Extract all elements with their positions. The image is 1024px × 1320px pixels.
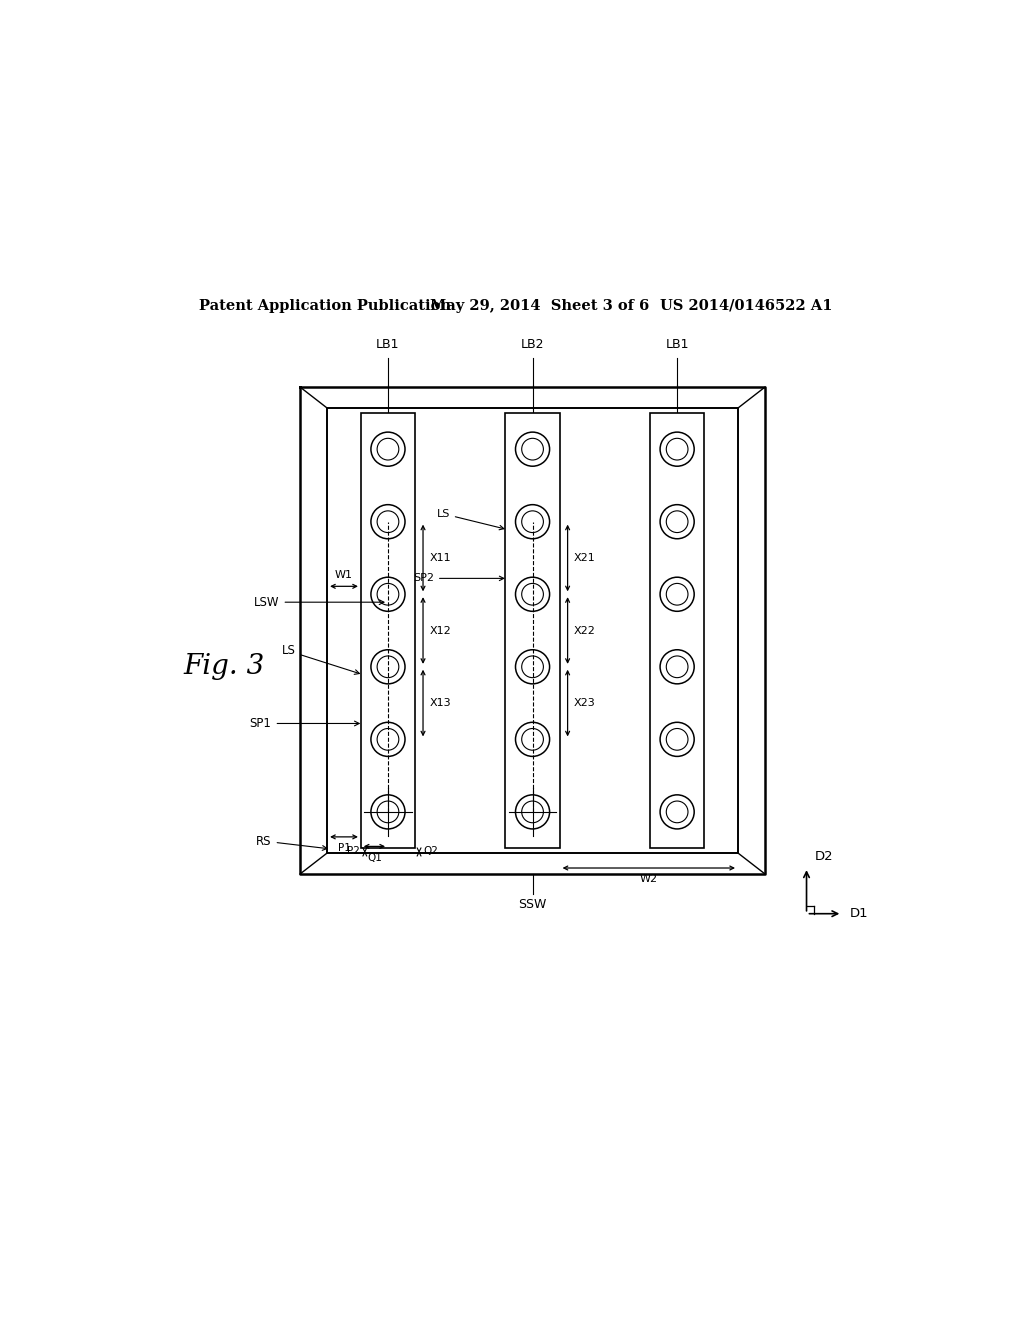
Text: X21: X21 — [574, 553, 596, 564]
Text: US 2014/0146522 A1: US 2014/0146522 A1 — [659, 298, 833, 313]
Text: LSW: LSW — [254, 595, 384, 609]
Text: P1: P1 — [338, 843, 350, 853]
Text: SP2: SP2 — [413, 573, 504, 583]
Text: LS: LS — [282, 644, 359, 675]
Bar — [328, 408, 738, 853]
Text: X11: X11 — [429, 553, 451, 564]
Text: Q2: Q2 — [424, 846, 438, 855]
Text: D2: D2 — [814, 850, 834, 863]
Text: X22: X22 — [574, 626, 596, 635]
Text: W2: W2 — [640, 874, 657, 884]
Text: W1: W1 — [335, 570, 353, 579]
Text: RS: RS — [256, 834, 327, 850]
Text: SSW: SSW — [518, 898, 547, 911]
Text: X13: X13 — [429, 698, 451, 708]
Text: P2: P2 — [347, 846, 360, 855]
Bar — [650, 413, 705, 849]
Bar — [506, 413, 560, 849]
Bar — [360, 413, 415, 849]
Text: LB2: LB2 — [521, 338, 545, 351]
Text: Q1: Q1 — [367, 853, 382, 863]
Text: X12: X12 — [429, 626, 452, 635]
Text: May 29, 2014  Sheet 3 of 6: May 29, 2014 Sheet 3 of 6 — [430, 298, 649, 313]
Text: LB1: LB1 — [376, 338, 399, 351]
Text: Patent Application Publication: Patent Application Publication — [200, 298, 452, 313]
Text: Fig. 3: Fig. 3 — [183, 652, 264, 680]
Text: X23: X23 — [574, 698, 596, 708]
Text: SP1: SP1 — [250, 717, 359, 730]
Text: LS: LS — [436, 508, 504, 529]
Text: LB1: LB1 — [666, 338, 689, 351]
Text: D1: D1 — [850, 907, 868, 920]
